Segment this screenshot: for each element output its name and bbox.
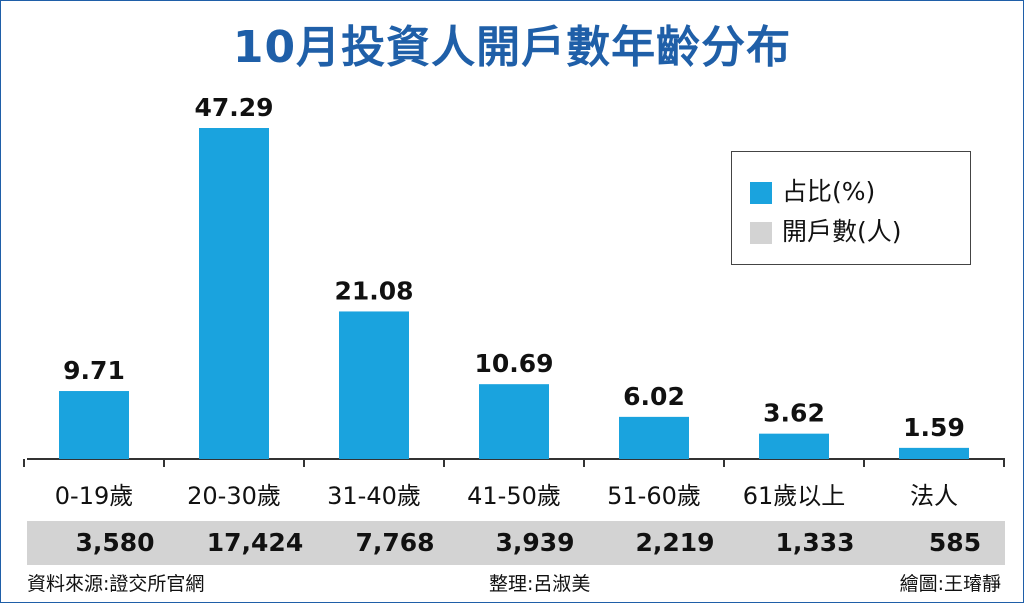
data-label: 9.71 [63, 356, 125, 385]
data-label: 21.08 [334, 276, 413, 305]
category-label: 20-30歲 [187, 482, 281, 510]
category-label: 31-40歲 [327, 482, 421, 510]
category-label: 61歲以上 [743, 482, 846, 510]
count-value: 3,580 [75, 528, 155, 557]
bar [479, 384, 549, 459]
count-band: 3,580 17,424 7,768 3,939 2,219 1,333 585 [27, 521, 1005, 565]
count-value: 3,939 [495, 528, 575, 557]
category-label: 0-19歲 [55, 482, 133, 510]
bar [59, 391, 129, 459]
data-label: 10.69 [474, 349, 553, 378]
bar [899, 447, 969, 459]
artist-note: 繪圖:王璿靜 [899, 573, 1001, 595]
bar [339, 311, 409, 459]
count-value: 17,424 [206, 528, 304, 557]
legend-label-share: 占比(%) [782, 177, 876, 206]
data-label: 1.59 [903, 413, 965, 442]
count-value: 585 [928, 528, 982, 557]
bar [619, 416, 689, 459]
category-label: 法人 [910, 482, 958, 510]
legend-swatch-share [750, 182, 772, 204]
bar [759, 433, 829, 459]
legend: 占比(%) 開戶數(人) [731, 151, 971, 265]
source-note: 資料來源:證交所官網 [27, 573, 205, 595]
data-label: 47.29 [194, 93, 273, 122]
legend-label-count: 開戶數(人) [782, 217, 902, 246]
bar-chart: 9.71 0-19歲 47.29 20-30歲 21.08 31-40歲 10.69 41-5… [23, 93, 1005, 510]
category-label: 51-60歲 [607, 482, 701, 510]
count-value: 2,219 [635, 528, 715, 557]
bar [199, 128, 269, 459]
editor-note: 整理:呂淑美 [489, 573, 591, 595]
count-value: 7,768 [355, 528, 435, 557]
data-label: 3.62 [763, 399, 825, 428]
legend-swatch-count [750, 222, 772, 244]
category-label: 41-50歲 [467, 482, 561, 510]
data-label: 6.02 [623, 382, 685, 411]
chart-title: 10月投資人開戶數年齡分布 [232, 22, 792, 73]
count-value: 1,333 [775, 528, 855, 557]
